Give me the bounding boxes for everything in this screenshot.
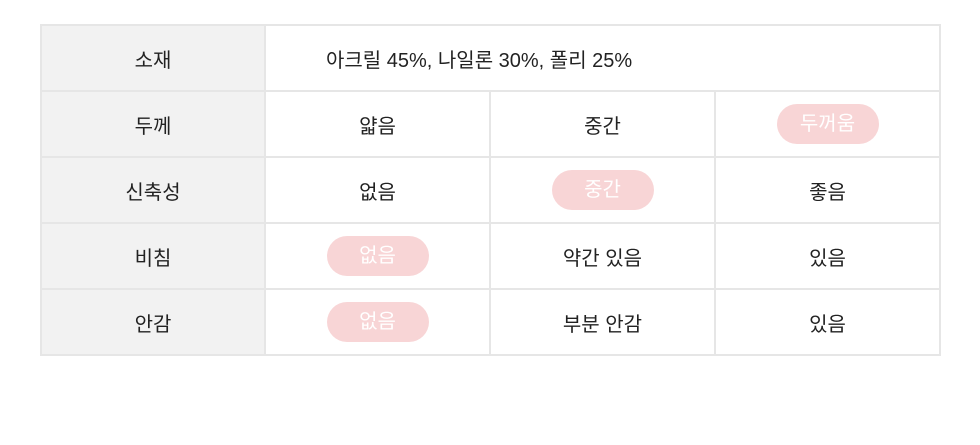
option-cell: 부분 안감 xyxy=(489,288,716,356)
option-label: 좋음 xyxy=(809,181,846,204)
product-spec-table: 소재 아크릴 45%, 나일론 30%, 폴리 25% 두께 얇음 중간 두꺼움 신축… xyxy=(40,24,941,356)
row-label: 안감 xyxy=(40,288,266,356)
table-row: 안감 없음 부분 안감 있음 xyxy=(40,288,941,356)
table-row: 두께 얇음 중간 두꺼움 xyxy=(40,90,941,158)
selected-option-badge: 중간 xyxy=(551,170,654,210)
option-cell: 약간 있음 xyxy=(489,222,716,290)
option-label: 있음 xyxy=(809,247,846,270)
row-label: 비침 xyxy=(40,222,266,290)
option-cell: 중간 xyxy=(489,156,716,224)
option-cell: 있음 xyxy=(714,222,941,290)
row-label: 소재 xyxy=(40,24,266,92)
option-label: 부분 안감 xyxy=(562,313,643,336)
row-label: 두께 xyxy=(40,90,266,158)
option-label: 약간 있음 xyxy=(562,247,643,270)
selected-option-badge: 두꺼움 xyxy=(776,104,879,144)
option-cell: 있음 xyxy=(714,288,941,356)
row-label: 신축성 xyxy=(40,156,266,224)
table-row-material: 소재 아크릴 45%, 나일론 30%, 폴리 25% xyxy=(40,24,941,92)
option-label: 얇음 xyxy=(359,115,396,138)
selected-option-badge: 없음 xyxy=(326,236,429,276)
option-cell: 두꺼움 xyxy=(714,90,941,158)
option-label: 없음 xyxy=(359,181,396,204)
table-row: 신축성 없음 중간 좋음 xyxy=(40,156,941,224)
option-cell: 없음 xyxy=(264,222,491,290)
selected-option-badge: 없음 xyxy=(326,302,429,342)
option-cell: 중간 xyxy=(489,90,716,158)
option-cell: 없음 xyxy=(264,156,491,224)
material-value: 아크릴 45%, 나일론 30%, 폴리 25% xyxy=(264,24,941,92)
option-cell: 얇음 xyxy=(264,90,491,158)
option-cell: 좋음 xyxy=(714,156,941,224)
table-row: 비침 없음 약간 있음 있음 xyxy=(40,222,941,290)
option-cell: 없음 xyxy=(264,288,491,356)
option-label: 중간 xyxy=(584,115,621,138)
option-label: 있음 xyxy=(809,313,846,336)
